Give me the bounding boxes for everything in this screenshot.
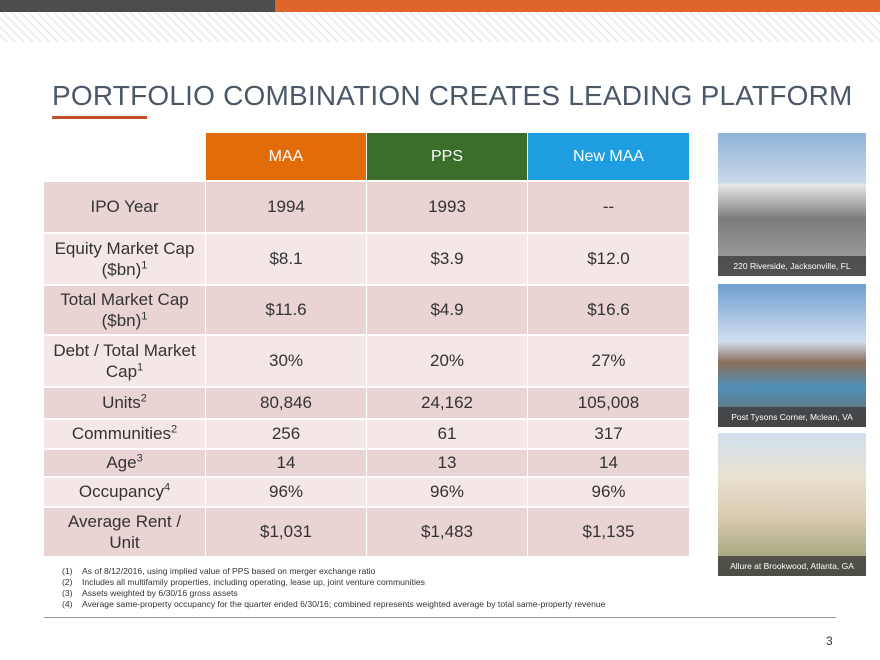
property-photo: Post Tysons Corner, Mclean, VA bbox=[718, 284, 866, 427]
table-cell: 256 bbox=[206, 420, 366, 448]
title-underline bbox=[52, 116, 147, 119]
table-cell: 14 bbox=[528, 450, 689, 476]
table-cell: 105,008 bbox=[528, 388, 689, 418]
table-cell: 317 bbox=[528, 420, 689, 448]
row-label-text: Communities2 bbox=[71, 423, 178, 444]
footnote-number: (2) bbox=[62, 577, 73, 587]
row-label: Average Rent / Unit bbox=[44, 508, 205, 556]
property-photo: Allure at Brookwood, Atlanta, GA bbox=[718, 433, 866, 576]
row-label: Age3 bbox=[44, 450, 205, 476]
footnote-number: (3) bbox=[62, 588, 73, 598]
row-label: Equity Market Cap ($bn)1 bbox=[44, 234, 205, 284]
table-cell: $3.9 bbox=[367, 234, 527, 284]
footnote-number: (1) bbox=[62, 566, 73, 576]
photo-caption: Post Tysons Corner, Mclean, VA bbox=[718, 407, 866, 427]
table-cell: 61 bbox=[367, 420, 527, 448]
table-cell: 96% bbox=[528, 478, 689, 506]
row-label: Communities2 bbox=[44, 420, 205, 448]
row-label-text: Occupancy4 bbox=[78, 481, 171, 502]
top-bar-accent bbox=[275, 0, 880, 12]
row-label-text: Equity Market Cap ($bn)1 bbox=[54, 238, 195, 279]
row-label: Debt / Total Market Cap1 bbox=[44, 336, 205, 386]
footnote-ref: 1 bbox=[137, 361, 144, 374]
footnote-text: As of 8/12/2016, using implied value of … bbox=[82, 566, 376, 576]
table-cell: $4.9 bbox=[367, 286, 527, 334]
footnote-ref: 2 bbox=[171, 423, 178, 436]
row-label-text: Units2 bbox=[102, 392, 147, 413]
table-cell: 27% bbox=[528, 336, 689, 386]
table-cell: 1994 bbox=[206, 182, 366, 232]
photo-caption: Allure at Brookwood, Atlanta, GA bbox=[718, 556, 866, 576]
table-cell: $11.6 bbox=[206, 286, 366, 334]
table-cell: 30% bbox=[206, 336, 366, 386]
table-cell: $16.6 bbox=[528, 286, 689, 334]
row-label-text: Average Rent / Unit bbox=[67, 511, 182, 552]
column-header: New MAA bbox=[528, 133, 689, 180]
table-cell: 80,846 bbox=[206, 388, 366, 418]
footnote-ref: 3 bbox=[136, 452, 143, 465]
footer-rule bbox=[44, 617, 836, 618]
footnote-ref: 4 bbox=[163, 481, 171, 494]
column-header: MAA bbox=[206, 133, 366, 180]
row-label-text: Age3 bbox=[106, 452, 143, 473]
footnote-text: Includes all multifamily properties, inc… bbox=[82, 577, 425, 587]
page-number: 3 bbox=[826, 634, 833, 648]
table-cell: 13 bbox=[367, 450, 527, 476]
table-cell: $8.1 bbox=[206, 234, 366, 284]
row-label-text: IPO Year bbox=[90, 197, 159, 217]
table-cell: $12.0 bbox=[528, 234, 689, 284]
table-cell: 20% bbox=[367, 336, 527, 386]
table-cell: -- bbox=[528, 182, 689, 232]
row-label: Units2 bbox=[44, 388, 205, 418]
footnote-ref: 2 bbox=[140, 392, 147, 405]
property-photo: 220 Riverside, Jacksonville, FL bbox=[718, 133, 866, 276]
table-cell: 24,162 bbox=[367, 388, 527, 418]
column-header: PPS bbox=[367, 133, 527, 180]
pattern-band bbox=[0, 12, 880, 42]
footnote-text: Assets weighted by 6/30/16 gross assets bbox=[82, 588, 238, 598]
table-cell: $1,031 bbox=[206, 508, 366, 556]
row-label: IPO Year bbox=[44, 182, 205, 232]
table-cell: 96% bbox=[206, 478, 366, 506]
footnote-ref: 1 bbox=[141, 310, 148, 323]
footnote-text: Average same-property occupancy for the … bbox=[82, 599, 606, 609]
top-bar bbox=[0, 0, 275, 12]
row-label: Occupancy4 bbox=[44, 478, 205, 506]
table-cell: $1,483 bbox=[367, 508, 527, 556]
table-cell: $1,135 bbox=[528, 508, 689, 556]
footnote-number: (4) bbox=[62, 599, 73, 609]
row-label-text: Debt / Total Market Cap1 bbox=[53, 340, 196, 381]
footnote-ref: 1 bbox=[141, 259, 148, 272]
table-cell: 96% bbox=[367, 478, 527, 506]
table-cell: 14 bbox=[206, 450, 366, 476]
slide-title: PORTFOLIO COMBINATION CREATES LEADING PL… bbox=[52, 80, 853, 111]
row-label: Total Market Cap ($bn)1 bbox=[44, 286, 205, 334]
photo-caption: 220 Riverside, Jacksonville, FL bbox=[718, 256, 866, 276]
row-label-text: Total Market Cap ($bn)1 bbox=[60, 289, 189, 330]
table-cell: 1993 bbox=[367, 182, 527, 232]
